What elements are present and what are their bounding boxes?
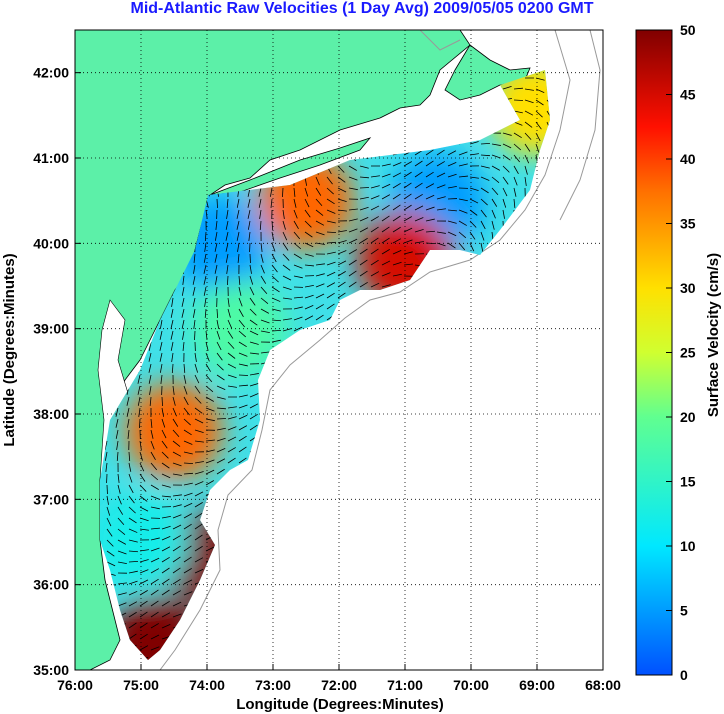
x-tick-label: 70:00 — [453, 677, 489, 693]
y-tick-label: 35:00 — [33, 662, 69, 678]
y-axis-ticks: 42:00 41:00 40:00 39:00 38:00 37:00 36:00 35:00 — [33, 65, 81, 678]
colorbar-tick-label: 15 — [680, 474, 696, 490]
velocity-region — [106, 596, 203, 660]
y-tick-label: 38:00 — [33, 406, 69, 422]
colorbar-label: Surface Velocity (cm/s) — [705, 253, 722, 417]
land-long-island — [209, 137, 372, 196]
x-tick-label: 71:00 — [387, 677, 423, 693]
y-tick-label: 37:00 — [33, 491, 69, 507]
y-axis-label: Latitude (Degrees:Minutes) — [1, 253, 18, 446]
y-tick-label: 39:00 — [33, 321, 69, 337]
x-tick-label: 68:00 — [585, 677, 621, 693]
x-tick-label: 73:00 — [255, 677, 291, 693]
figure-title: Mid-Atlantic Raw Velocities (1 Day Avg) … — [130, 0, 594, 17]
x-tick-label: 75:00 — [123, 677, 159, 693]
colorbar-tick-label: 35 — [680, 216, 696, 232]
colorbar-tick-label: 0 — [680, 667, 688, 683]
bathymetry-contours — [159, 30, 601, 670]
colorbar-tick-label: 45 — [680, 87, 696, 103]
x-tick-label: 69:00 — [519, 677, 555, 693]
colorbar-tick-label: 40 — [680, 151, 696, 167]
x-tick-label: 72:00 — [321, 677, 357, 693]
y-tick-label: 36:00 — [33, 577, 69, 593]
x-axis-label: Longitude (Degrees:Minutes) — [236, 696, 444, 713]
colorbar-tick-label: 10 — [680, 538, 696, 554]
colorbar-tick-label: 50 — [680, 22, 696, 38]
x-tick-label: 74:00 — [189, 677, 225, 693]
colorbar-tick-label: 5 — [680, 603, 688, 619]
y-tick-label: 41:00 — [33, 150, 69, 166]
colorbar-tick-label: 30 — [680, 280, 696, 296]
colorbar-tick-label: 20 — [680, 409, 696, 425]
x-tick-label: 76:00 — [57, 677, 93, 693]
y-tick-label: 40:00 — [33, 235, 69, 251]
colorbar-tick-label: 25 — [680, 345, 696, 361]
x-axis-ticks: 76:00 75:00 74:00 73:00 72:00 71:00 70:00 69:00… — [57, 664, 621, 693]
grid-lines — [75, 30, 603, 670]
y-tick-label: 42:00 — [33, 65, 69, 81]
